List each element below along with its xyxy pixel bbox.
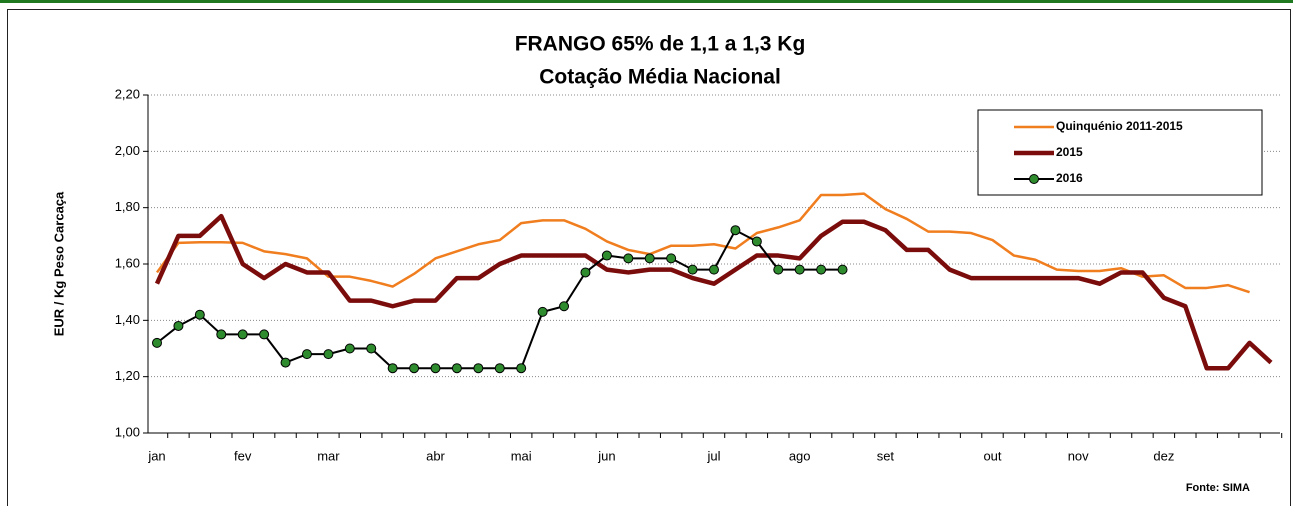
y-tick-label: 1,60 [115,255,140,270]
data-point [537,306,548,317]
data-point [194,309,205,320]
data-point [387,363,398,374]
x-tick-label: set [877,448,895,463]
data-point [601,250,612,261]
chart-title: FRANGO 65% de 1,1 a 1,3 Kg [515,33,806,56]
data-point [687,264,698,275]
data-point [451,363,462,374]
data-point [430,363,441,374]
legend-label: 2016 [1056,171,1083,185]
x-tick-label: dez [1153,448,1174,463]
x-tick-label: jan [147,448,165,463]
chart-subtitle: Cotação Média Nacional [539,66,781,89]
legend-label: 2015 [1056,145,1083,159]
x-tick-label: out [983,448,1001,463]
data-point [494,363,505,374]
x-tick-label: abr [426,448,445,463]
data-point [644,253,655,264]
y-tick-label: 1,00 [115,424,140,439]
legend-marker [1029,174,1039,184]
x-tick-label: ago [789,448,811,463]
data-point [709,264,719,275]
data-point [773,264,784,275]
data-point [751,236,762,247]
data-point [323,349,334,360]
data-point [666,253,677,264]
data-point [366,343,377,354]
data-point [730,225,741,236]
y-tick-label: 1,80 [115,199,140,214]
x-tick-label: mar [317,448,340,463]
y-tick-label: 2,00 [115,143,140,158]
data-point [516,363,527,374]
y-axis-label: EUR / Kg Peso Carcaça [51,191,66,336]
data-point [280,357,291,368]
data-point [623,253,634,264]
source-note: Fonte: SIMA [1186,482,1250,494]
chart-frame [7,9,1291,506]
data-point [173,320,184,331]
data-point [344,343,355,354]
data-point [837,264,848,275]
data-point [559,301,570,312]
legend-label: Quinquénio 2011-2015 [1056,119,1183,133]
data-point [152,337,162,348]
data-point [259,329,270,340]
data-point [473,363,484,374]
x-tick-label: fev [234,448,252,463]
top-band [0,0,1293,3]
data-point [301,349,312,360]
x-tick-label: jun [597,448,615,463]
data-point [216,329,227,340]
data-point [237,329,248,340]
series-line [154,213,1273,371]
y-tick-label: 1,40 [115,312,140,327]
data-point [816,264,827,275]
y-tick-label: 2,20 [115,86,140,101]
data-point [580,267,591,278]
y-tick-label: 1,20 [115,368,140,383]
x-tick-label: jul [706,448,720,463]
series-line [155,192,1250,294]
x-tick-label: mai [511,448,532,463]
data-point [409,363,420,374]
x-tick-label: nov [1068,448,1089,463]
data-point [794,264,805,275]
